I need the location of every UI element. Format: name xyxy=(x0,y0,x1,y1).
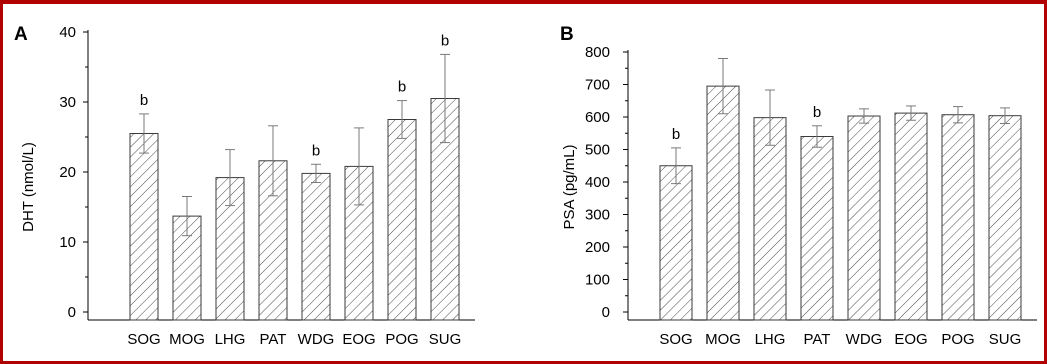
bar xyxy=(941,114,975,321)
bar xyxy=(706,85,740,321)
bar xyxy=(301,172,331,321)
x-tick-label: SUG xyxy=(989,331,1022,348)
y-tick-label: 800 xyxy=(585,44,610,61)
x-tick-label: POG xyxy=(941,331,974,348)
bar xyxy=(659,165,693,321)
y-tick-labels: 0 10 20 30 40 xyxy=(59,24,76,321)
y-tick-label: 600 xyxy=(585,109,610,126)
bars xyxy=(129,98,460,321)
x-tick-labels: SOG MOG LHG PAT WDG EOG POG SUG xyxy=(127,331,461,348)
y-tick-label: 200 xyxy=(585,239,610,256)
error-bars xyxy=(139,53,450,237)
bar xyxy=(800,136,834,321)
x-tick-label: SOG xyxy=(127,331,160,348)
x-tick-label: EOG xyxy=(894,331,927,348)
y-tick-label: 0 xyxy=(68,304,76,321)
y-tick-label: 100 xyxy=(585,272,610,289)
significance-labels: bb xyxy=(672,104,821,143)
y-tick-label: 400 xyxy=(585,174,610,191)
y-tick-label: 10 xyxy=(59,234,76,251)
y-tick-labels: 0 100 200 300 400 500 600 700 800 xyxy=(585,44,610,321)
y-axis-label: PSA (pg/mL) xyxy=(561,144,578,229)
panel-label: A xyxy=(14,24,28,45)
significance-label: b xyxy=(398,79,406,96)
y-axis-label: DHT (nmol/L) xyxy=(20,142,37,232)
bars xyxy=(659,85,1022,321)
x-tick-label: MOG xyxy=(169,331,205,348)
bar xyxy=(847,115,881,321)
y-tick-label: 300 xyxy=(585,207,610,224)
bar xyxy=(753,117,787,321)
y-tick-label: 20 xyxy=(59,164,76,181)
y-tick-label: 40 xyxy=(59,24,76,41)
x-tick-label: MOG xyxy=(705,331,741,348)
x-tick-label: LHG xyxy=(755,331,786,348)
x-tick-label: PAT xyxy=(804,331,831,348)
error-bars xyxy=(671,58,1010,185)
y-tick-label: 500 xyxy=(585,142,610,159)
x-tick-labels: SOG MOG LHG PAT WDG EOG POG SUG xyxy=(659,331,1021,348)
x-tick-label: EOG xyxy=(342,331,375,348)
x-tick-label: PAT xyxy=(260,331,287,348)
y-tick-label: 700 xyxy=(585,77,610,94)
x-tick-label: LHG xyxy=(215,331,246,348)
x-tick-label: POG xyxy=(385,331,418,348)
x-tick-label: SUG xyxy=(429,331,462,348)
x-tick-label: SOG xyxy=(659,331,692,348)
bar xyxy=(988,115,1022,321)
bar xyxy=(129,133,159,321)
significance-label: b xyxy=(312,142,320,159)
y-tick-label: 30 xyxy=(59,94,76,111)
panel-a: A DHT (nmol/L) 0 10 20 30 40 b b b b SOG MOG LHG P… xyxy=(14,24,475,348)
x-tick-label: WDG xyxy=(846,331,883,348)
significance-label: b xyxy=(672,126,680,143)
significance-label: b xyxy=(813,104,821,121)
x-tick-label: WDG xyxy=(298,331,335,348)
bar xyxy=(894,112,928,321)
y-tick-label: 0 xyxy=(602,304,610,321)
significance-label: b xyxy=(140,92,148,109)
bar xyxy=(387,119,417,321)
significance-labels: b b b b xyxy=(140,32,449,159)
panel-b: B PSA (pg/mL) 0100200300400500600700800 … xyxy=(560,24,1037,348)
panel-label: B xyxy=(560,24,574,45)
significance-label: b xyxy=(441,32,449,49)
